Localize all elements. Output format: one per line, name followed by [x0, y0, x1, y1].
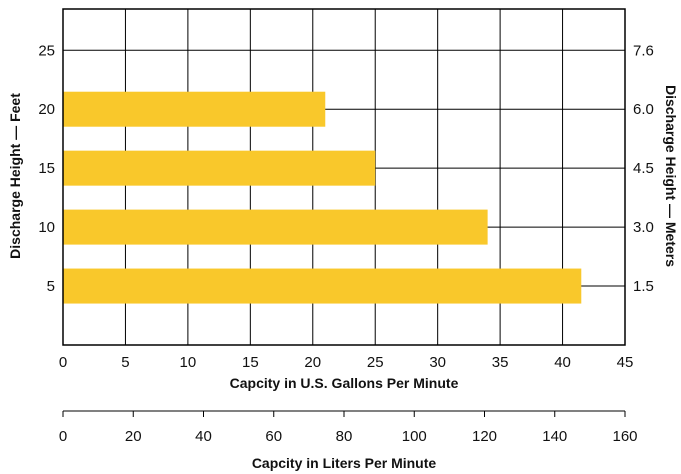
bar-20: [63, 91, 326, 127]
bar-10: [63, 209, 488, 245]
bars: [63, 91, 582, 304]
y-tick-label: 10: [38, 219, 55, 236]
x2-tick-label: 0: [59, 428, 67, 445]
x-tick-label: 10: [180, 354, 197, 371]
x-tick-label: 20: [304, 354, 321, 371]
y2-tick-label: 6.0: [633, 101, 654, 118]
y-tick-label: 25: [38, 42, 55, 59]
x2-tick-label: 100: [402, 428, 427, 445]
x2-tick-label: 120: [472, 428, 497, 445]
y-axis-title-feet: Discharge Height — Feet: [7, 93, 23, 259]
x-tick-label: 40: [554, 354, 571, 371]
x-tick-label: 25: [367, 354, 384, 371]
x2-tick-label: 140: [542, 428, 567, 445]
x-tick-label: 0: [59, 354, 67, 371]
x2-tick-label: 160: [612, 428, 637, 445]
x-tick-label: 35: [492, 354, 509, 371]
x-axis-title-liters: Capcity in Liters Per Minute: [252, 455, 437, 471]
x-axis-title-gallons: Capcity in U.S. Gallons Per Minute: [230, 375, 459, 391]
y-tick-label: 20: [38, 101, 55, 118]
y2-tick-label: 4.5: [633, 160, 654, 177]
y2-tick-label: 1.5: [633, 278, 654, 295]
x2-tick-label: 40: [195, 428, 212, 445]
y-axis-title-meters: Discharge Height — Meters: [663, 85, 679, 267]
plot-frame: [62, 8, 626, 346]
x-tick-label: 45: [617, 354, 634, 371]
y-tick-label: 5: [47, 278, 55, 295]
liters-axis: 0 20 40 60 80 100 120 140 160: [59, 410, 638, 445]
y-tick-labels-feet: 5 10 15 20 25: [38, 42, 55, 295]
x-tick-label: 30: [429, 354, 446, 371]
x-tick-label: 5: [121, 354, 129, 371]
y-tick-labels-meters: 1.5 3.0 4.5 6.0 7.6: [633, 42, 654, 295]
x-tick-label: 15: [242, 354, 259, 371]
x2-tick-label: 20: [125, 428, 142, 445]
x2-tick-label: 60: [265, 428, 282, 445]
y-tick-label: 15: [38, 160, 55, 177]
y2-tick-label: 7.6: [633, 42, 654, 59]
bar-5: [63, 268, 582, 304]
y2-tick-label: 3.0: [633, 219, 654, 236]
bar-15: [63, 150, 376, 186]
x2-tick-label: 80: [336, 428, 353, 445]
x-tick-labels-gallons: 0 5 10 15 20 25 30 35 40 45: [59, 354, 634, 371]
